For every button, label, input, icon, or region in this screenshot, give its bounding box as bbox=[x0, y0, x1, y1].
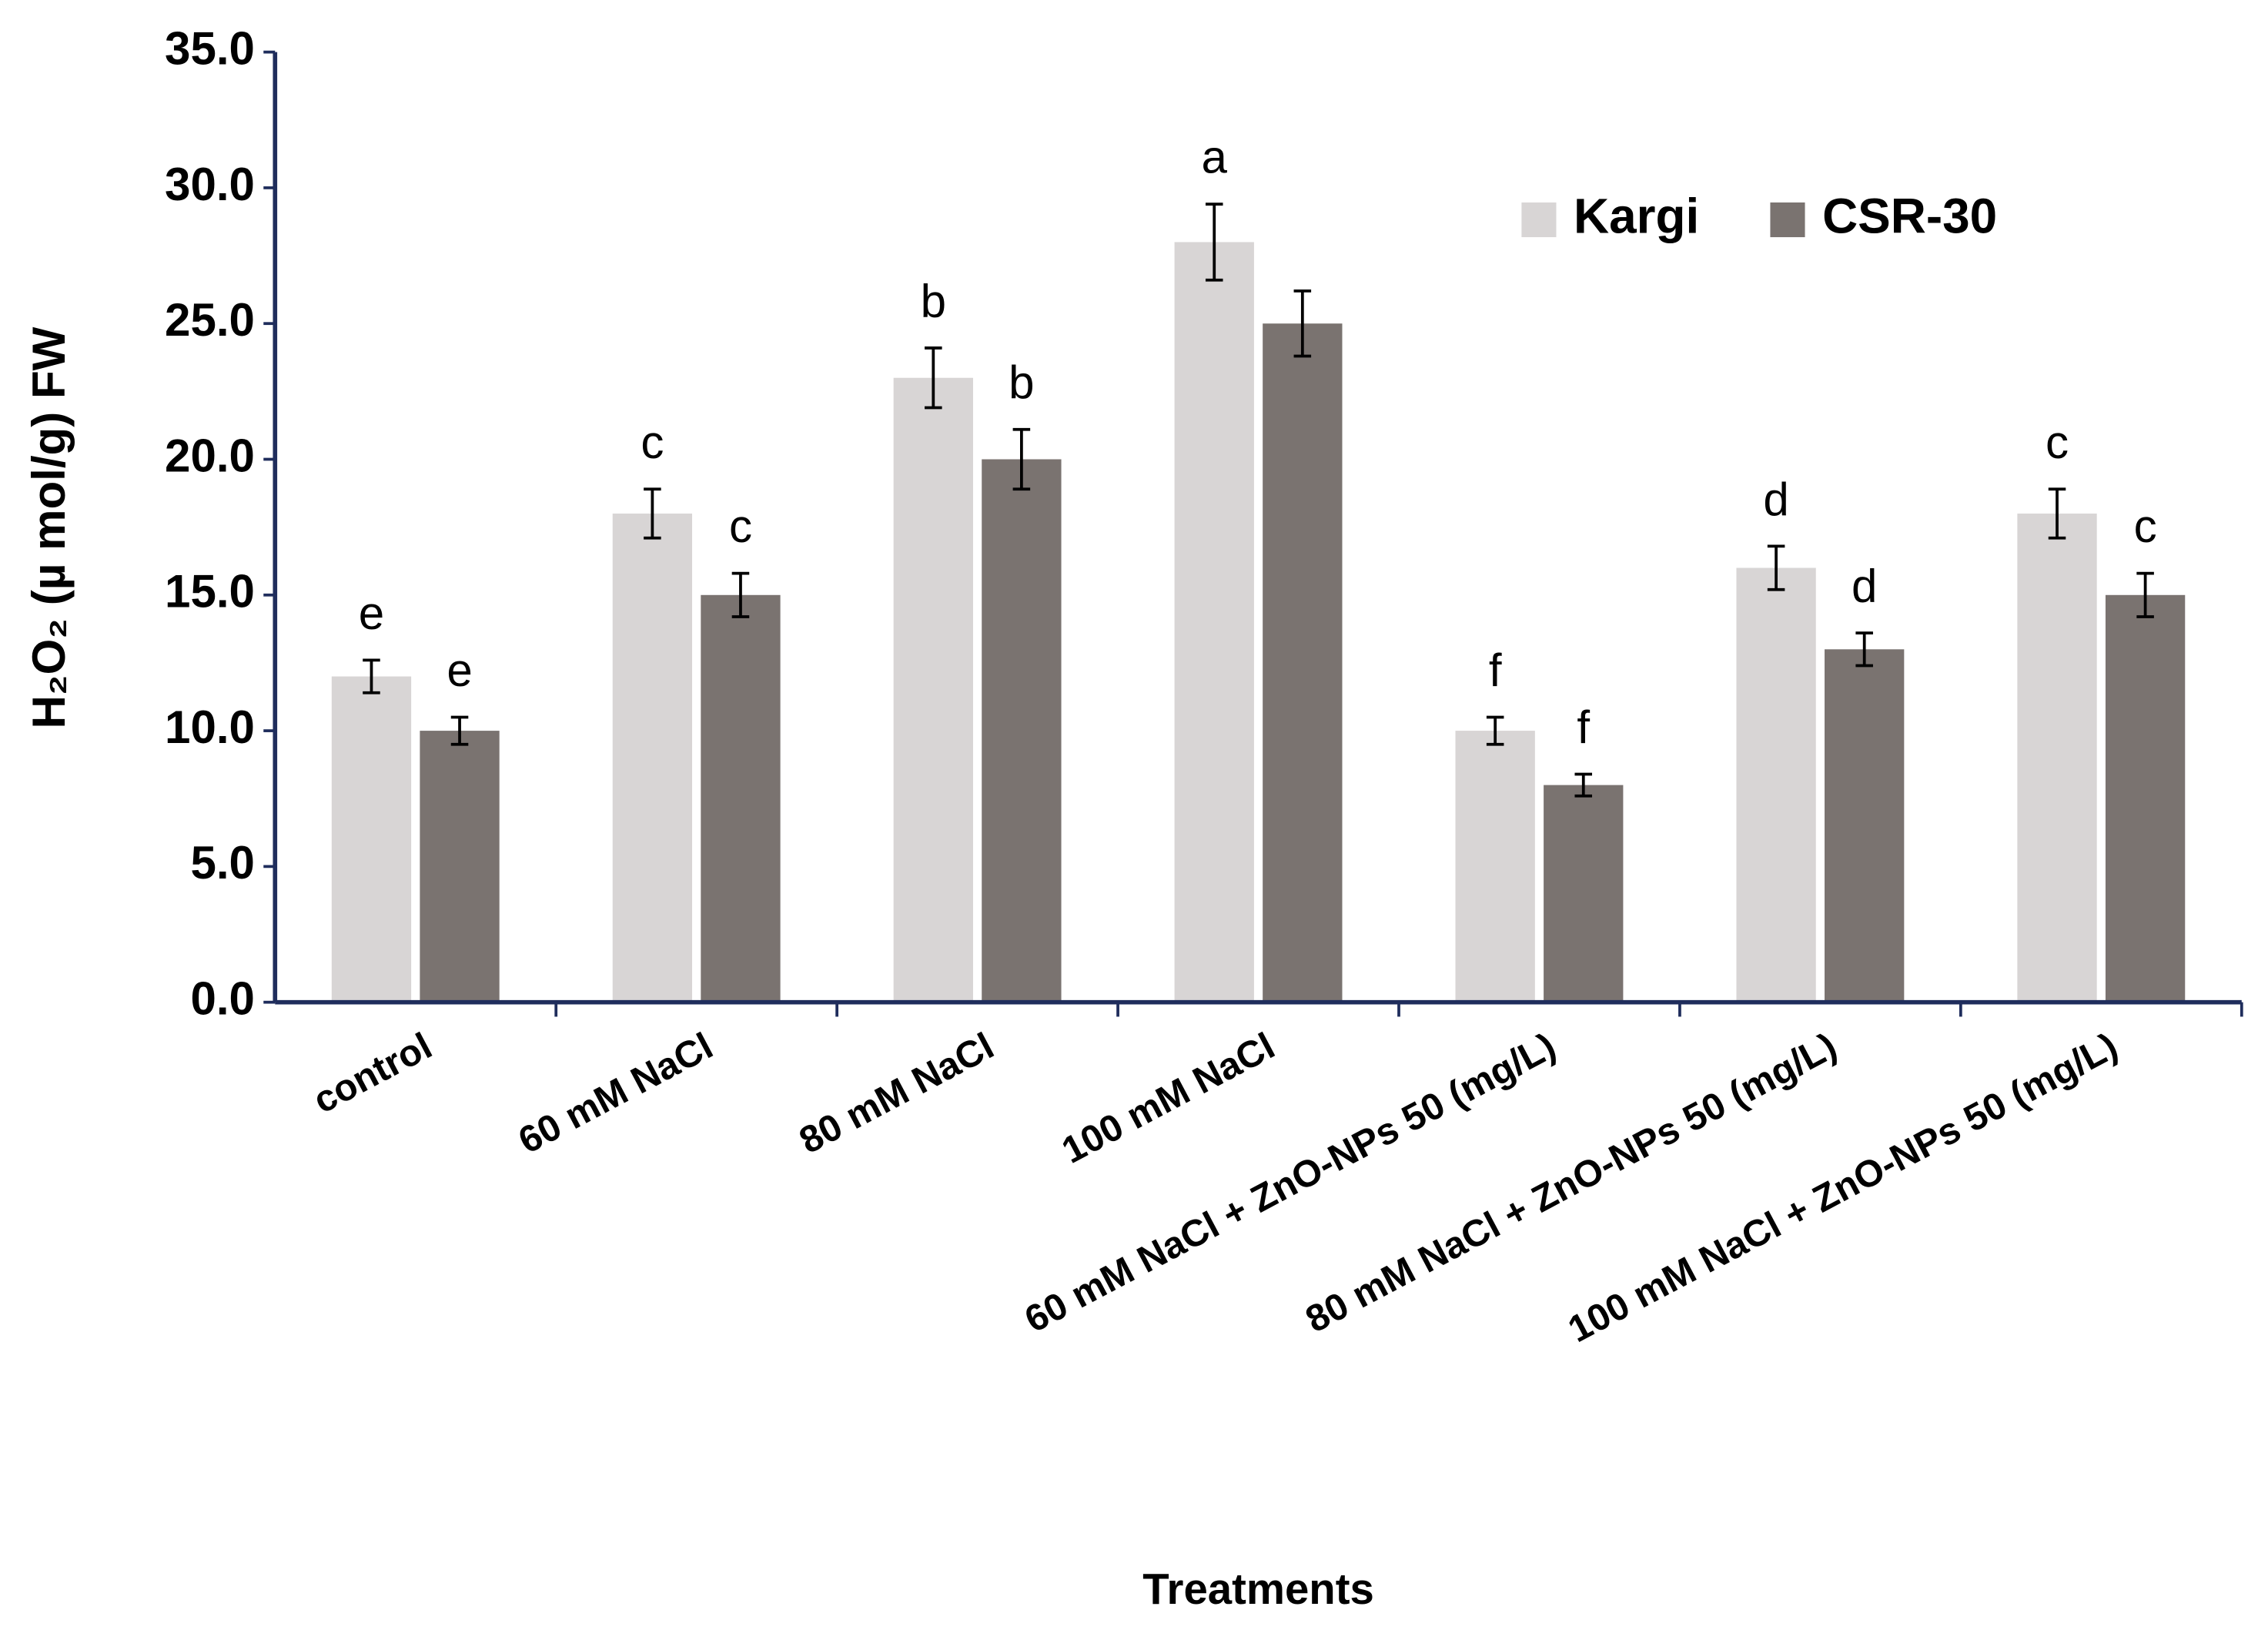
significance-letter: c bbox=[2046, 417, 2069, 468]
significance-letter: e bbox=[447, 644, 472, 696]
error-bar bbox=[1293, 290, 1312, 358]
bar bbox=[1544, 785, 1624, 1002]
y-tick-label: 25.0 bbox=[165, 294, 255, 346]
x-tick-label: 100 mM NaCl + ZnO-NPs 50 (mg/L) bbox=[1561, 1025, 2124, 1350]
error-bar bbox=[2136, 571, 2154, 618]
bar bbox=[982, 459, 1062, 1002]
y-tick-label: 30.0 bbox=[165, 159, 255, 210]
error-bar bbox=[1012, 427, 1031, 491]
error-bar bbox=[925, 346, 942, 410]
error-bar bbox=[1574, 772, 1593, 798]
significance-letter: c bbox=[641, 417, 664, 468]
bar bbox=[2105, 594, 2186, 1002]
bar bbox=[420, 731, 500, 1002]
y-axis-title: H₂O₂ (µ mol/g) FW bbox=[23, 326, 75, 728]
significance-letter: f bbox=[1577, 701, 1590, 753]
error-bar bbox=[2048, 487, 2066, 540]
significance-letter: d bbox=[1763, 474, 1788, 525]
x-tick-label: 100 mM NaCl bbox=[1055, 1025, 1282, 1171]
error-bar bbox=[1205, 202, 1223, 282]
bar bbox=[893, 377, 973, 1002]
legend-swatch bbox=[1770, 202, 1805, 238]
bar bbox=[1736, 567, 1816, 1002]
legend-label: CSR-30 bbox=[1822, 188, 1997, 243]
significance-letter: f bbox=[1489, 644, 1502, 696]
significance-letter: c bbox=[2134, 500, 2157, 552]
y-tick-label: 10.0 bbox=[165, 701, 255, 753]
x-axis-title: Treatments bbox=[1142, 1565, 1374, 1613]
x-tick-label: 80 mM NaCl + ZnO-NPs 50 (mg/L) bbox=[1299, 1025, 1843, 1340]
x-tick-label: control bbox=[306, 1025, 438, 1121]
bar bbox=[1174, 242, 1254, 1002]
significance-letter: b bbox=[921, 275, 946, 326]
significance-letter: b bbox=[1009, 356, 1034, 408]
bar bbox=[701, 594, 781, 1002]
error-bar bbox=[1767, 544, 1785, 591]
error-bar bbox=[731, 571, 750, 618]
significance-letter: c bbox=[729, 500, 752, 552]
error-bar bbox=[1855, 631, 1873, 668]
bar bbox=[1825, 649, 1905, 1002]
error-bar bbox=[363, 658, 380, 694]
legend-label: Kargi bbox=[1574, 188, 1699, 243]
significance-letter: e bbox=[359, 587, 384, 639]
bar bbox=[331, 676, 412, 1002]
error-bar bbox=[644, 487, 661, 540]
error-bar bbox=[450, 715, 469, 746]
x-tick-label: 80 mM NaCl bbox=[793, 1025, 1001, 1162]
x-tick-label: 60 mM NaCl + ZnO-NPs 50 (mg/L) bbox=[1019, 1025, 1563, 1340]
x-tick-label: 60 mM NaCl bbox=[512, 1025, 720, 1162]
legend-swatch bbox=[1521, 202, 1557, 238]
significance-letter: d bbox=[1852, 561, 1877, 612]
bar bbox=[2017, 514, 2097, 1002]
bar bbox=[612, 514, 693, 1002]
y-tick-label: 35.0 bbox=[165, 22, 255, 74]
y-tick-label: 15.0 bbox=[165, 566, 255, 618]
y-tick-label: 5.0 bbox=[190, 837, 255, 889]
error-bar bbox=[1486, 715, 1504, 746]
bar bbox=[1455, 731, 1535, 1002]
significance-letter: a bbox=[1202, 132, 1228, 183]
y-tick-label: 0.0 bbox=[190, 973, 255, 1025]
bar bbox=[1263, 323, 1343, 1002]
y-tick-label: 20.0 bbox=[165, 430, 255, 481]
